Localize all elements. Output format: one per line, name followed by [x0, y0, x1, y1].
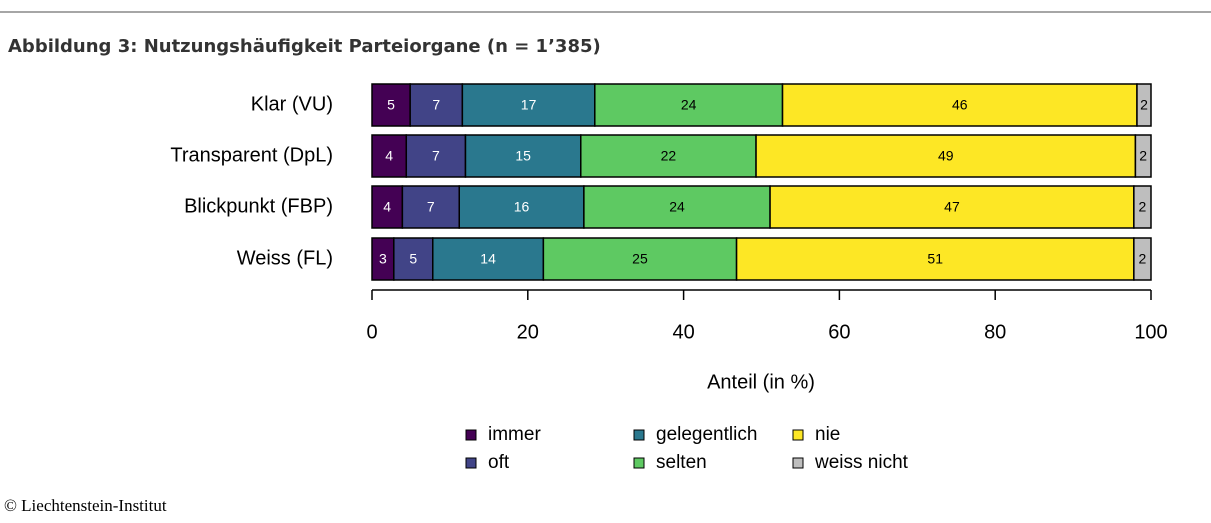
x-tick-label: 40 [672, 321, 694, 343]
bar-segment [1136, 83, 1152, 127]
data-label: 7 [432, 148, 440, 164]
data-label: 2 [1139, 199, 1147, 215]
chart-title: Abbildung 3: Nutzungshäufigkeit Parteior… [8, 36, 601, 57]
y-tick-label: Blickpunkt (FBP) [184, 195, 333, 217]
data-label: 14 [480, 251, 496, 267]
data-label: 2 [1140, 97, 1148, 113]
data-label: 3 [379, 251, 387, 267]
data-label: 49 [938, 148, 954, 164]
legend-label: gelegentlich [656, 424, 757, 445]
data-label: 22 [661, 148, 677, 164]
bar-segment [409, 83, 464, 127]
bar-segment [1133, 185, 1152, 229]
data-label: 17 [521, 97, 537, 113]
data-label: 16 [514, 199, 530, 215]
x-tick-label: 80 [984, 321, 1006, 343]
x-tick-label: 100 [1134, 321, 1167, 343]
bar-segment [580, 134, 757, 178]
legend-swatch [465, 457, 477, 469]
legend-label: nie [815, 424, 840, 445]
legend-label: weiss nicht [814, 452, 909, 473]
data-label: 46 [952, 97, 968, 113]
legend-swatch [792, 429, 804, 441]
bar-segment [735, 237, 1135, 281]
bar-segment [461, 83, 596, 127]
data-label: 5 [387, 97, 395, 113]
bar-segment [542, 237, 738, 281]
x-tick-label: 20 [517, 321, 539, 343]
legend-label: oft [488, 452, 510, 473]
legend-label: selten [656, 452, 707, 473]
x-tick-label: 60 [828, 321, 850, 343]
data-label: 24 [669, 199, 685, 215]
legend-swatch [633, 429, 645, 441]
data-label: 7 [432, 97, 440, 113]
bar-segment [769, 185, 1135, 229]
x-axis-label: Anteil (in %) [707, 371, 815, 393]
data-label: 4 [385, 148, 393, 164]
legend-swatch [633, 457, 645, 469]
data-label: 51 [927, 251, 943, 267]
legend-swatch [792, 457, 804, 469]
bar-segment [393, 237, 434, 281]
x-tick-label: 0 [366, 321, 377, 343]
legend-label: immer [488, 424, 541, 445]
bar-segment [458, 185, 585, 229]
bar-segment [371, 134, 408, 178]
y-tick-label: Weiss (FL) [237, 247, 333, 269]
bar-segment [1134, 134, 1152, 178]
legend-swatch [465, 429, 477, 441]
data-label: 7 [427, 199, 435, 215]
bar-segment [583, 185, 771, 229]
y-tick-label: Klar (VU) [251, 93, 333, 115]
data-label: 15 [515, 148, 531, 164]
y-tick-label: Transparent (DpL) [170, 144, 333, 166]
data-label: 5 [409, 251, 417, 267]
data-label: 4 [383, 199, 391, 215]
bar-segment [1133, 237, 1152, 281]
data-label: 24 [681, 97, 697, 113]
source: © Liechtenstein-Institut [4, 496, 167, 515]
bar-segment [371, 185, 404, 229]
data-label: 2 [1139, 251, 1147, 267]
bar-segment [755, 134, 1137, 178]
data-label: 2 [1139, 148, 1147, 164]
data-label: 47 [944, 199, 960, 215]
bar-segment [432, 237, 545, 281]
data-label: 25 [632, 251, 648, 267]
